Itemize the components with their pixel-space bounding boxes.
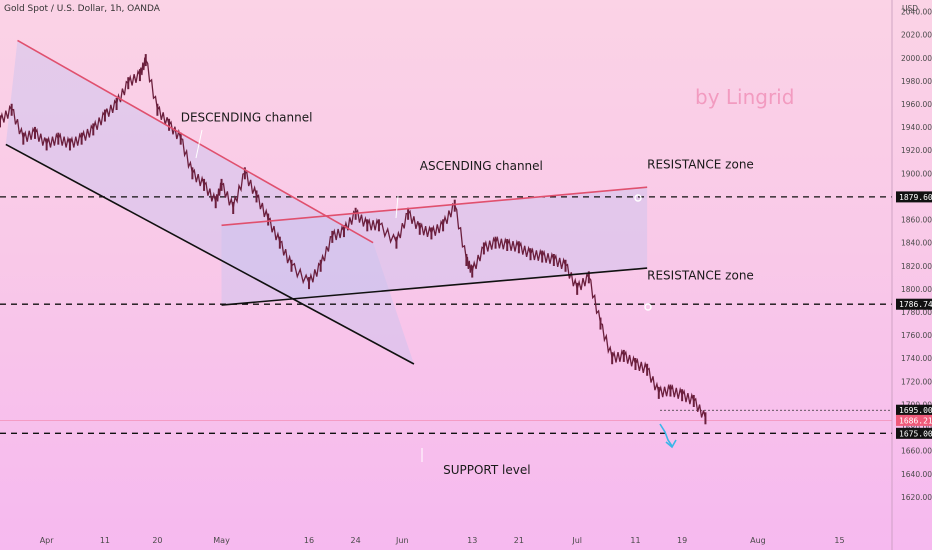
- y-tick-label: 1920.000: [901, 146, 932, 155]
- annotation-resistance-upper: RESISTANCE zone: [647, 158, 754, 172]
- price-tag-target-label: 1695.000: [899, 406, 932, 415]
- y-tick-label: 2020.000: [901, 31, 932, 40]
- ascending-channel-lower[interactable]: [221, 267, 648, 306]
- price-series-line: [0, 57, 707, 419]
- y-tick-label: 1660.000: [901, 447, 932, 456]
- currency-label: USD: [902, 4, 918, 13]
- x-tick-label: 19: [677, 536, 687, 545]
- projection-arrow: [659, 423, 673, 447]
- y-tick-label: 1720.000: [901, 377, 932, 386]
- descending-callout-line: [195, 129, 203, 159]
- x-tick-label: Aug: [750, 536, 766, 545]
- x-tick-label: 20: [152, 536, 162, 545]
- y-tick-label: 1740.000: [901, 354, 932, 363]
- y-tick-label: 2000.000: [901, 54, 932, 63]
- price-tag-current-label: 1686.210: [899, 416, 932, 425]
- x-tick-label: 15: [834, 536, 844, 545]
- y-tick-label: 1620.000: [901, 493, 932, 502]
- descending-channel-lower[interactable]: [5, 143, 415, 365]
- descending-channel-fill: [5, 40, 414, 364]
- x-tick-label: Jul: [571, 536, 582, 545]
- annotation-support: SUPPORT level: [443, 463, 530, 477]
- x-tick-label: 24: [351, 536, 361, 545]
- y-tick-label: 1860.000: [901, 216, 932, 225]
- y-tick-label: 1960.000: [901, 100, 932, 109]
- x-tick-label: 11: [100, 536, 110, 545]
- price-tag-upper-level-label: 1879.609: [899, 193, 932, 202]
- y-tick-label: 1760.000: [901, 331, 932, 340]
- price-tag-upper-level: [896, 191, 932, 203]
- projection-arrowhead: [665, 439, 677, 449]
- x-tick-label: May: [213, 536, 230, 545]
- annotation-ascending-channel: ASCENDING channel: [420, 159, 543, 173]
- price-tag-middle-level: [896, 298, 932, 310]
- ascending-channel-upper[interactable]: [221, 186, 648, 227]
- x-tick-label: Apr: [40, 536, 55, 545]
- y-tick-label: 2040.000: [901, 8, 932, 17]
- annotation-resistance-lower: RESISTANCE zone: [647, 269, 754, 283]
- y-tick-label: 1640.000: [901, 470, 932, 479]
- y-tick-label: 1780.000: [901, 308, 932, 317]
- y-tick-label: 1800.000: [901, 285, 932, 294]
- x-tick-label: 21: [514, 536, 524, 545]
- x-tick-label: 11: [630, 536, 640, 545]
- descending-channel-upper[interactable]: [17, 39, 374, 244]
- y-tick-label: 1940.000: [901, 123, 932, 132]
- ascending-callout-line: [395, 195, 399, 219]
- price-tag-support-level: [896, 427, 932, 439]
- y-tick-label: 1900.000: [901, 169, 932, 178]
- chart-title: Gold Spot / U.S. Dollar, 1h, OANDA: [4, 4, 161, 14]
- y-tick-label: 1820.000: [901, 262, 932, 271]
- annotation-descending-channel: DESCENDING channel: [181, 110, 313, 124]
- x-tick-label: 16: [304, 536, 314, 545]
- price-tag-target: [896, 404, 932, 416]
- watermark: by Lingrid: [695, 85, 794, 109]
- price-tag-current: [896, 414, 932, 426]
- price-tag-middle-level-label: 1786.743: [899, 300, 932, 309]
- y-tick-label: 1840.000: [901, 239, 932, 248]
- resistance-upper-marker: [634, 194, 642, 202]
- resistance-lower-marker: [644, 303, 652, 311]
- price-tag-support-level-label: 1675.000: [899, 429, 932, 438]
- y-tick-label: 1980.000: [901, 77, 932, 86]
- x-tick-label: 13: [467, 536, 477, 545]
- x-tick-label: Jun: [395, 536, 409, 545]
